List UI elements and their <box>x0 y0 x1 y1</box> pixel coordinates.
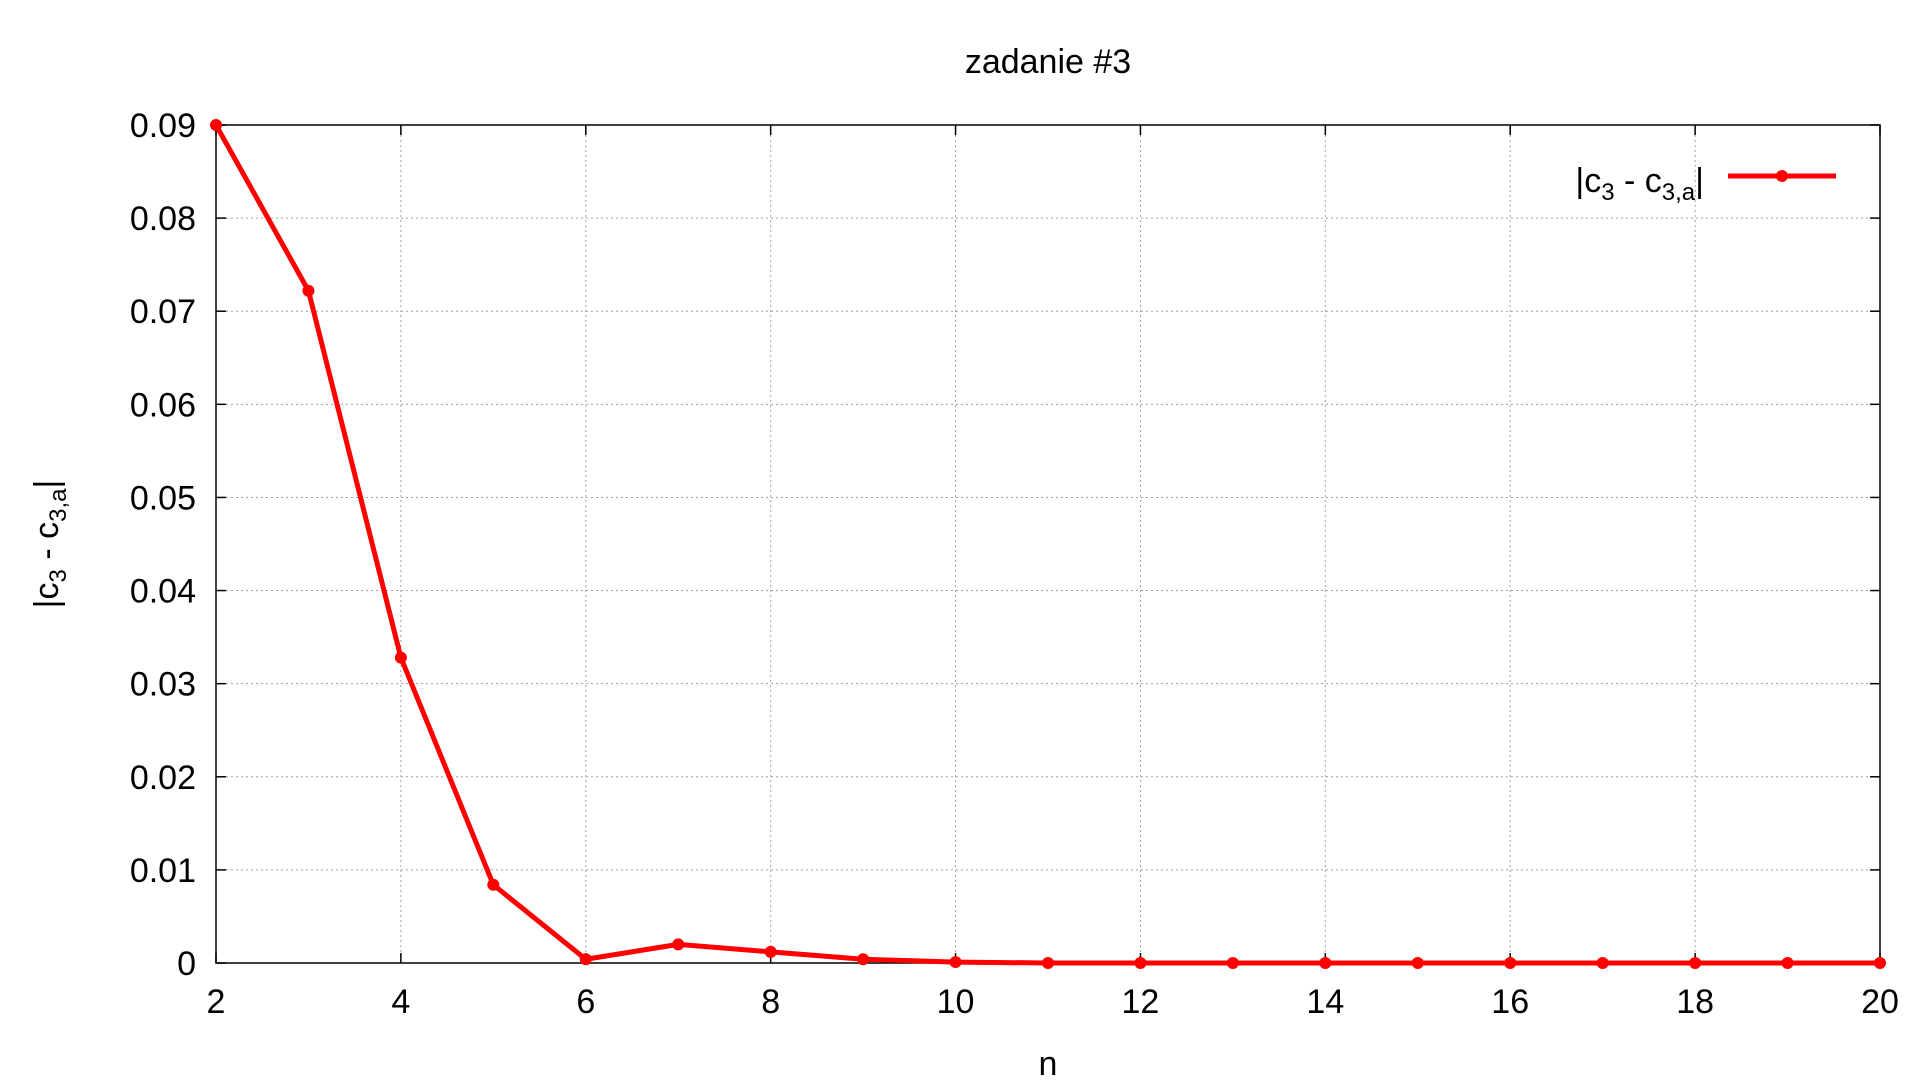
y-tick-label: 0.08 <box>130 200 196 238</box>
plot-frame <box>215 124 1881 964</box>
y-tick-label: 0.03 <box>130 666 196 704</box>
legend-marker <box>1776 170 1788 182</box>
data-point <box>1874 957 1886 969</box>
y-tick-label: 0 <box>177 945 196 983</box>
data-point <box>1042 957 1054 969</box>
x-tick-label: 20 <box>1861 983 1899 1021</box>
x-axis-title: n <box>1039 1045 1058 1080</box>
svg-text:|c3 - c3,a|: |c3 - c3,a| <box>28 480 72 609</box>
y-tick-label: 0.06 <box>130 386 196 424</box>
data-point <box>949 956 962 969</box>
data-point <box>672 938 685 951</box>
data-point <box>1319 957 1332 969</box>
y-tick-label: 0.09 <box>130 107 196 145</box>
data-point <box>579 953 592 966</box>
data-point <box>394 651 407 664</box>
data-point <box>1596 957 1609 969</box>
data-point <box>1134 957 1147 969</box>
data-point <box>764 945 777 958</box>
x-tick-label: 10 <box>937 983 975 1021</box>
x-tick-label: 4 <box>391 983 410 1021</box>
y-tick-label: 0.04 <box>130 573 196 611</box>
data-point <box>302 284 315 297</box>
data-point <box>1411 957 1424 969</box>
data-point <box>857 953 870 966</box>
x-tick-label: 6 <box>576 983 595 1021</box>
x-tick-label: 12 <box>1122 983 1160 1021</box>
legend: |c3 - c3,a| <box>1575 162 1836 206</box>
y-tick-label: 0.05 <box>130 479 196 517</box>
x-tick-label: 18 <box>1676 983 1714 1021</box>
x-tick-label: 2 <box>207 983 226 1021</box>
chart-title: zadanie #3 <box>965 43 1131 81</box>
data-point <box>1689 957 1702 969</box>
y-tick-label: 0.02 <box>130 759 196 797</box>
data-point <box>1781 957 1794 969</box>
axis-ticks: 2 4 6 8 10 12 14 16 18 20 0 0.01 0.02 0.03 0.04 0.05 0.0… <box>130 107 1899 1021</box>
x-tick-label: 16 <box>1491 983 1529 1021</box>
data-point <box>487 878 500 891</box>
y-tick-label: 0.01 <box>130 852 196 890</box>
data-point <box>210 119 222 131</box>
x-tick-label: 8 <box>761 983 780 1021</box>
data-point <box>1504 957 1517 969</box>
y-tick-label: 0.07 <box>130 293 196 331</box>
y-axis-title: |c3 - c3,a| <box>28 480 72 609</box>
grid <box>216 125 1880 963</box>
legend-label: |c3 - c3,a| <box>1575 162 1704 206</box>
data-point <box>1226 957 1239 969</box>
series-layer <box>210 119 1886 969</box>
series-line <box>213 123 1880 966</box>
x-tick-label: 14 <box>1306 983 1344 1021</box>
